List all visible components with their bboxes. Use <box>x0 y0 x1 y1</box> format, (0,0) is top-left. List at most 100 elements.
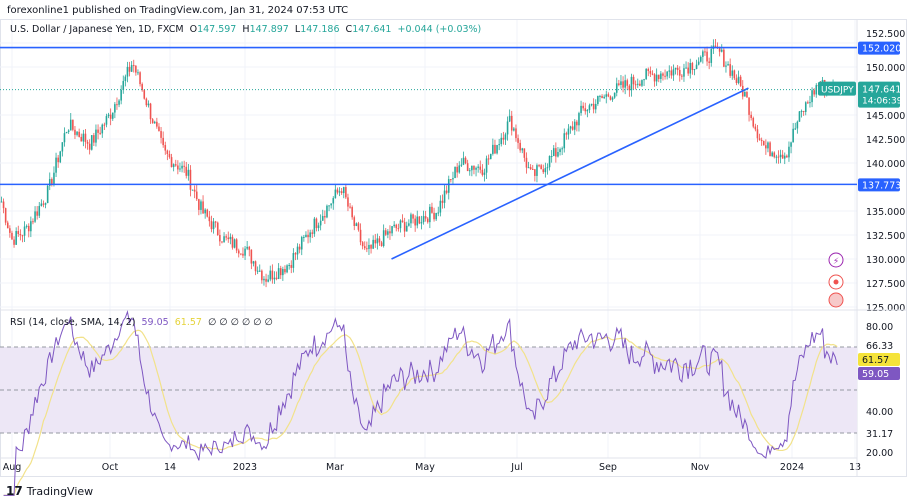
candle-body <box>534 169 536 176</box>
candle-body <box>489 153 492 160</box>
candle-body <box>794 128 797 130</box>
symbol-tag: USDJPY <box>821 86 854 96</box>
rsi-sma-label: 61.57 <box>862 355 889 366</box>
candle-body <box>288 265 290 267</box>
time-tick: Mar <box>326 462 344 473</box>
candle-body <box>177 165 179 170</box>
candle-body <box>363 246 366 249</box>
candle-body <box>762 141 765 146</box>
candle-body <box>405 225 408 232</box>
candle-body <box>240 253 242 255</box>
rsi-label: 59.05 <box>862 369 889 380</box>
candle-body <box>733 70 736 79</box>
candle-body <box>57 157 59 163</box>
candle-body <box>34 211 36 222</box>
candle-body <box>347 197 349 207</box>
candle-body <box>361 242 364 247</box>
candle-body <box>634 84 637 86</box>
candle-body <box>681 75 683 77</box>
candle-body <box>452 178 454 180</box>
rsi-tick: 66.33 <box>866 341 893 352</box>
candle-body <box>668 70 671 72</box>
candle-body <box>464 157 467 164</box>
candle-body <box>437 212 440 214</box>
candle-body <box>435 212 437 220</box>
price-tick: 152.500 <box>866 29 905 40</box>
candle-body <box>729 64 731 76</box>
candle-body <box>439 200 442 213</box>
candle-body <box>590 103 593 106</box>
price-tick: 142.500 <box>866 135 905 146</box>
open-value: 147.597 <box>197 24 237 35</box>
candle-body <box>355 223 358 226</box>
candle-body <box>315 218 318 229</box>
candle-body <box>309 232 311 238</box>
rsi-line <box>3 310 838 496</box>
candle-body <box>603 96 605 99</box>
candle-body <box>147 103 150 106</box>
candle-body <box>783 155 786 159</box>
high-value: 147.897 <box>249 24 289 35</box>
candle-body <box>422 216 425 223</box>
candle-body <box>59 151 62 163</box>
candle-body <box>273 277 276 280</box>
candle-body <box>510 115 513 131</box>
candle-body <box>269 270 272 280</box>
candle-body <box>219 235 221 242</box>
candle-body <box>798 111 801 122</box>
candle-body <box>552 148 555 157</box>
time-tick: 2023 <box>233 462 257 473</box>
candle-body <box>563 133 566 149</box>
candle-body <box>695 64 698 70</box>
candle-body <box>622 81 624 88</box>
candle-body <box>231 236 234 248</box>
candle-body <box>731 70 734 76</box>
candle-body <box>779 154 782 158</box>
candle-body <box>168 154 171 158</box>
candle-body <box>11 232 13 240</box>
candle-body <box>4 208 7 223</box>
candle-body <box>13 239 15 245</box>
candle-body <box>674 67 677 70</box>
candle-body <box>477 166 479 168</box>
candle-body <box>135 65 137 73</box>
candle-body <box>229 236 232 240</box>
candle-body <box>424 216 427 219</box>
candle-body <box>412 214 414 219</box>
candle-body <box>769 142 771 157</box>
candle-body <box>651 73 654 75</box>
candle-body <box>458 165 461 173</box>
candle-body <box>611 97 614 100</box>
candle-body <box>790 142 792 147</box>
candle-body <box>370 244 372 249</box>
candle-body <box>342 187 345 194</box>
candle-body <box>44 203 47 205</box>
candle-body <box>250 249 253 264</box>
candle-body <box>540 165 542 170</box>
candle-body <box>786 155 788 158</box>
candle-body <box>286 265 288 273</box>
candle-body <box>90 135 93 150</box>
candle-body <box>613 92 616 98</box>
candle-body <box>737 76 740 84</box>
candle-body <box>158 126 160 132</box>
candle-body <box>46 185 49 204</box>
candle-body <box>466 163 469 172</box>
candle-body <box>210 221 213 230</box>
candle-body <box>204 209 206 214</box>
candle-body <box>130 65 133 72</box>
candle-body <box>420 222 423 224</box>
trend-line <box>391 87 749 260</box>
candle-body <box>170 157 173 168</box>
candle-body <box>317 225 320 229</box>
candle-body <box>290 265 293 268</box>
candle-body <box>678 69 681 76</box>
candle-body <box>254 261 257 272</box>
candle-body <box>781 154 784 159</box>
candle-body <box>153 121 156 124</box>
candle-body <box>666 71 668 77</box>
candle-body <box>265 278 267 282</box>
candle-body <box>607 94 610 97</box>
candle-body <box>233 239 236 248</box>
